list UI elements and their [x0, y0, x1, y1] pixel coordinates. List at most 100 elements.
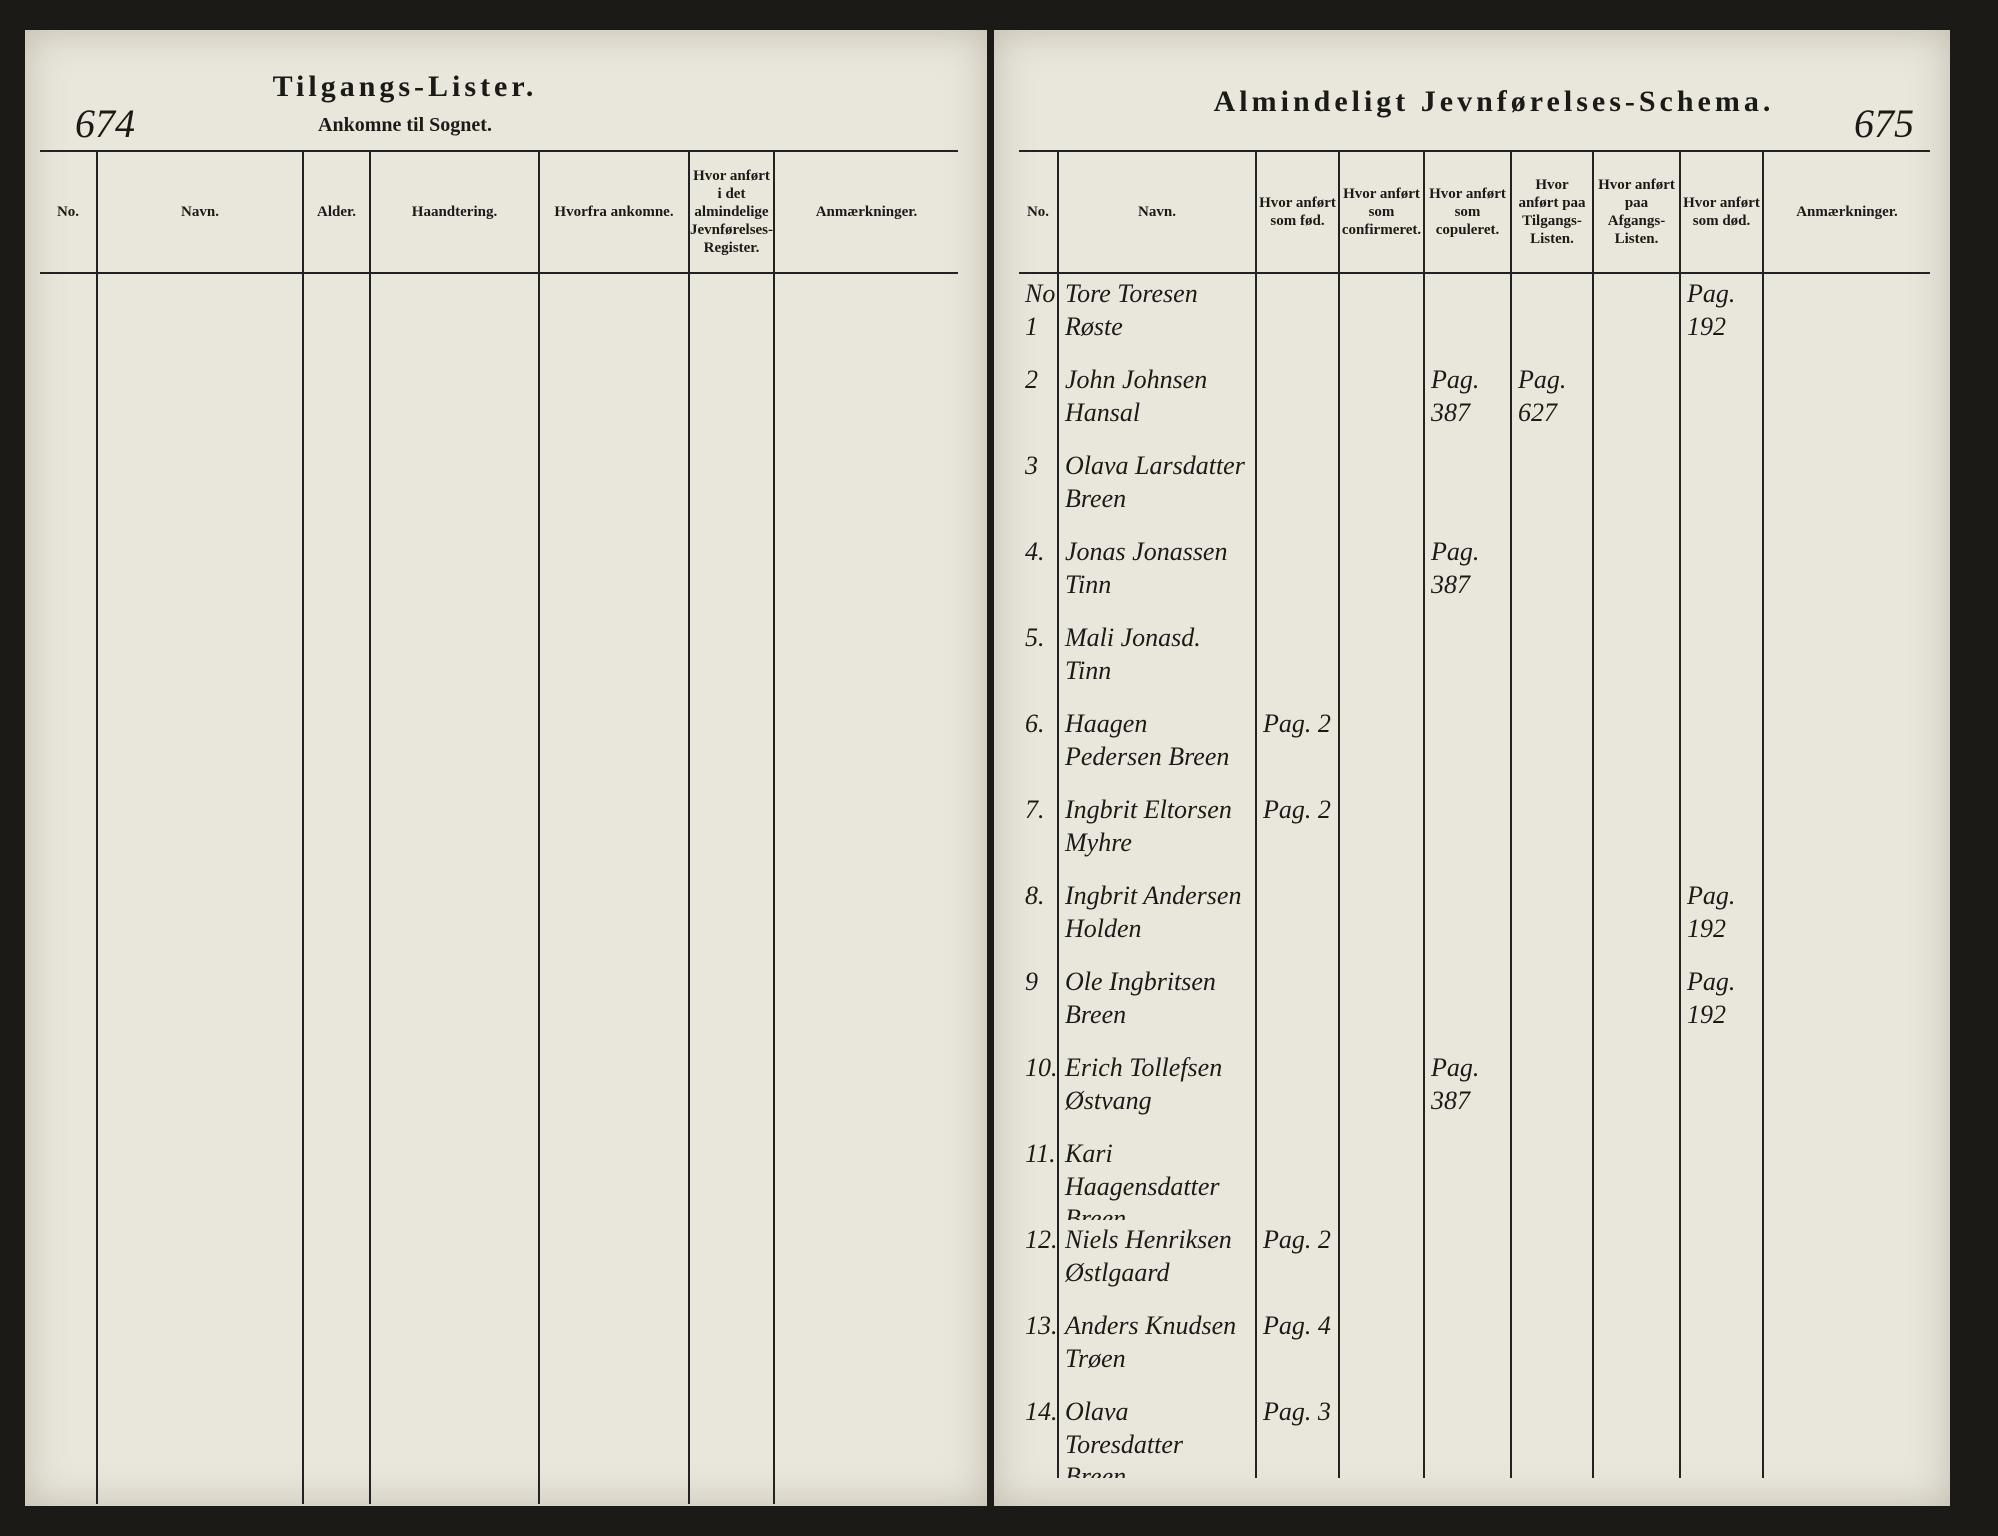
- entry-cell: Pag. 627: [1510, 360, 1592, 446]
- entry-cell: [1338, 1134, 1423, 1220]
- entry-cell: [1679, 1306, 1762, 1392]
- entry-cell: [1592, 876, 1679, 962]
- entry-cell: [1255, 962, 1338, 1048]
- entry-cell: Haagen Pedersen Breen: [1057, 704, 1255, 790]
- column-header: No.: [56, 204, 80, 220]
- entry-cell: [1338, 1392, 1423, 1478]
- entry-cell: Pag. 2: [1255, 790, 1338, 876]
- entry-cell: 8.: [1025, 881, 1045, 910]
- left-page: 674 Tilgangs-Lister. Ankomne til Sognet.…: [25, 30, 987, 1506]
- entry-cell: [1592, 790, 1679, 876]
- empty-column: [302, 274, 369, 1504]
- entry-cell: Pag. 2: [1255, 704, 1338, 790]
- entry-cell: 11.: [1025, 1139, 1056, 1168]
- page-subtitle: Ankomne til Sognet.: [318, 114, 492, 136]
- entry-cell: [1338, 962, 1423, 1048]
- entry-cell: [1255, 274, 1338, 360]
- column-header: Alder.: [302, 152, 369, 272]
- entry-cell: [1762, 1392, 1930, 1478]
- column-header: Navn.: [1057, 152, 1255, 272]
- entry-cell: [1592, 1392, 1679, 1478]
- column-header: Navn.: [96, 152, 302, 272]
- entry-cell: [1255, 1048, 1338, 1134]
- entry-cell: [1423, 1220, 1510, 1306]
- entry-cell: [1762, 876, 1930, 962]
- entry-cell: [1338, 876, 1423, 962]
- entry-cell: [1762, 1306, 1930, 1392]
- entry-cell: [1510, 962, 1592, 1048]
- entry-cell: [1592, 1134, 1679, 1220]
- entry-cell: Mali Jonasd. Tinn: [1057, 618, 1255, 704]
- entry-cell: [1338, 274, 1423, 360]
- entry-cell: [1592, 360, 1679, 446]
- entry-cell: [1255, 446, 1338, 532]
- entry-cell: [1510, 274, 1592, 360]
- entry-cell: [1762, 962, 1930, 1048]
- empty-column: [688, 274, 773, 1504]
- entry-cell: [1423, 618, 1510, 704]
- entry-cell: [1762, 1134, 1930, 1220]
- entry-cell: [1338, 790, 1423, 876]
- entry-cell: Tore Toresen Røste: [1057, 274, 1255, 360]
- entry-cell: Pag. 387: [1423, 532, 1510, 618]
- entry-cell: [1592, 532, 1679, 618]
- entry-cell: [1423, 704, 1510, 790]
- entry-cell: Pag. 192: [1679, 274, 1762, 360]
- entry-cell: [1592, 1048, 1679, 1134]
- entry-cell: [1338, 1048, 1423, 1134]
- entry-row: 8. Ingbrit Andersen Holden Pag. 192: [1019, 876, 1930, 962]
- entry-cell: [1592, 274, 1679, 360]
- entry-cell: [1762, 790, 1930, 876]
- entry-row: 14. Olava Toresdatter Breen Pag. 3: [1019, 1392, 1930, 1478]
- column-header: Haandtering.: [369, 152, 538, 272]
- entry-cell: [1679, 532, 1762, 618]
- entry-cell: Kari Haagensdatter Breen: [1057, 1134, 1255, 1220]
- entry-cell: Pag. 3: [1255, 1392, 1338, 1478]
- entry-cell: [1338, 446, 1423, 532]
- entry-cell: John Johnsen Hansal: [1057, 360, 1255, 446]
- entry-cell: Pag. 2: [1255, 1220, 1338, 1306]
- entry-cell: Niels Henriksen Østlgaard: [1057, 1220, 1255, 1306]
- entry-cell: 4.: [1025, 537, 1045, 566]
- entry-cell: [1510, 1392, 1592, 1478]
- column-header: Hvor anført paa Afgangs-Listen.: [1592, 152, 1679, 272]
- entry-cell: [1592, 618, 1679, 704]
- page-number: 674: [75, 101, 135, 146]
- entry-cell: [1510, 876, 1592, 962]
- column-header: Anmærkninger.: [1762, 152, 1930, 272]
- entry-cell: Pag. 192: [1679, 876, 1762, 962]
- page-title: Almindeligt Jevnførelses-Schema.: [1213, 85, 1775, 118]
- entry-row: No 1 Tore Toresen Røste Pag. 192: [1019, 274, 1930, 360]
- entry-cell: [1762, 360, 1930, 446]
- entry-cell: [1510, 1220, 1592, 1306]
- entry-row: 12. Niels Henriksen Østlgaard Pag. 2: [1019, 1220, 1930, 1306]
- entry-cell: [1255, 876, 1338, 962]
- entry-cell: 2: [1025, 365, 1038, 394]
- empty-column: [40, 274, 96, 1504]
- entry-cell: [1679, 360, 1762, 446]
- column-header: Hvor anført paa Tilgangs-Listen.: [1510, 152, 1592, 272]
- entry-cell: Ingbrit Eltorsen Myhre: [1057, 790, 1255, 876]
- entry-row: 10. Erich Tollefsen Østvang Pag. 387: [1019, 1048, 1930, 1134]
- entry-cell: [1423, 962, 1510, 1048]
- entry-cell: [1679, 790, 1762, 876]
- entry-cell: Pag. 387: [1423, 1048, 1510, 1134]
- entry-cell: [1255, 1134, 1338, 1220]
- entry-cell: 6.: [1025, 709, 1045, 738]
- entry-cell: [1255, 532, 1338, 618]
- entry-cell: [1679, 1048, 1762, 1134]
- entry-row: 6. Haagen Pedersen Breen Pag. 2: [1019, 704, 1930, 790]
- column-header: Hvorfra ankomne.: [538, 152, 688, 272]
- entry-cell: [1510, 1306, 1592, 1392]
- column-header: Hvor anført som confirmeret.: [1338, 152, 1423, 272]
- entry-cell: [1423, 790, 1510, 876]
- entry-cell: [1762, 1220, 1930, 1306]
- entry-cell: [1423, 1306, 1510, 1392]
- entry-cell: [1510, 1134, 1592, 1220]
- entry-cell: [1423, 876, 1510, 962]
- entry-cell: [1423, 1134, 1510, 1220]
- entry-cell: [1510, 1048, 1592, 1134]
- entry-row: 13. Anders Knudsen Trøen Pag. 4: [1019, 1306, 1930, 1392]
- entry-cell: [1592, 1306, 1679, 1392]
